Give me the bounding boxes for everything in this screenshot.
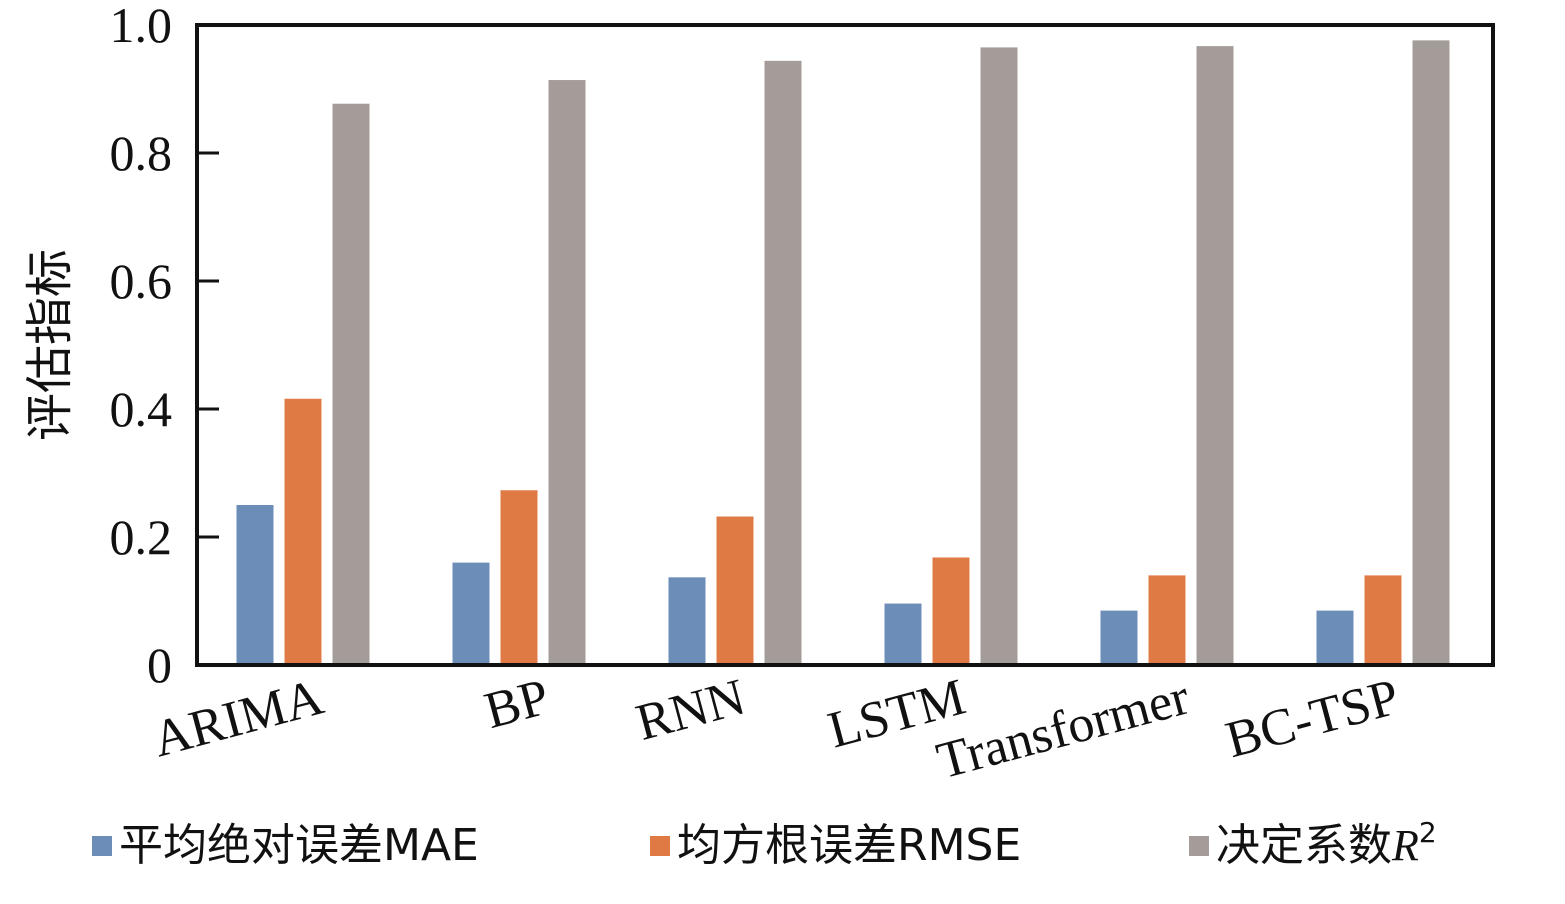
y-tick-label: 0.8 — [110, 125, 173, 181]
x-category-label: BP — [479, 669, 555, 741]
y-tick-label: 0.6 — [110, 253, 173, 309]
bar-Transformer-series2 — [1148, 575, 1186, 665]
bar-Transformer-series3 — [1196, 46, 1234, 666]
legend: 平均绝对误差MAE 均方根误差RMSE 决定系数R2 — [92, 816, 1437, 871]
legend-label: 平均绝对误差MAE — [119, 820, 479, 871]
x-category-label: RNN — [630, 669, 751, 752]
bar-ARIMA-series2 — [284, 398, 322, 665]
y-ticks: 0 0.2 0.4 0.6 0.8 1.0 — [110, 0, 219, 693]
bar-ARIMA-series1 — [236, 505, 274, 665]
bar-RNN-series1 — [668, 577, 706, 665]
bar-group — [236, 40, 1450, 666]
y-tick-label: 0.4 — [110, 381, 173, 437]
legend-swatch — [92, 836, 112, 856]
bar-BP-series2 — [500, 490, 538, 665]
legend-label: 决定系数R2 — [1216, 816, 1437, 871]
y-tick-label: 1.0 — [110, 0, 173, 53]
bar-Transformer-series1 — [1100, 610, 1138, 665]
bar-RNN-series2 — [716, 516, 754, 665]
bar-LSTM-series2 — [932, 557, 970, 665]
bar-RNN-series3 — [764, 60, 802, 665]
axes — [195, 23, 1495, 667]
bar-LSTM-series3 — [980, 47, 1018, 665]
y-tick-label: 0 — [147, 637, 172, 693]
bar-ARIMA-series3 — [332, 103, 370, 666]
legend-swatch — [1189, 836, 1209, 856]
bar-BC-TSP-series1 — [1316, 610, 1354, 665]
bar-BC-TSP-series3 — [1412, 40, 1450, 666]
legend-swatch — [650, 836, 670, 856]
plot-frame — [195, 23, 1495, 667]
bar-BC-TSP-series2 — [1364, 575, 1402, 665]
bar-BP-series3 — [548, 80, 586, 666]
x-category-label: Transformer — [931, 669, 1195, 791]
x-category-label: BC-TSP — [1220, 669, 1405, 770]
bar-BP-series1 — [452, 562, 490, 665]
bar-LSTM-series1 — [884, 603, 922, 665]
y-axis-label: 评估指标 — [22, 249, 78, 441]
legend-label: 均方根误差RMSE — [677, 820, 1021, 871]
y-tick-label: 0.2 — [110, 509, 173, 565]
x-category-label: ARIMA — [147, 668, 330, 768]
